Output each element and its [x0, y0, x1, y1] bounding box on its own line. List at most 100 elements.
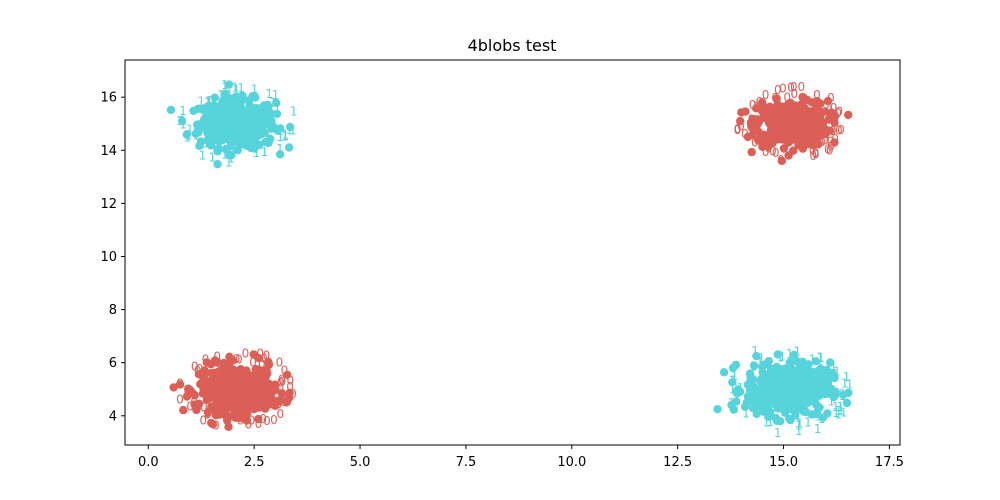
scatter-point-label: 0 [797, 80, 805, 94]
scatter-point [732, 387, 741, 396]
scatter-point-label: 0 [276, 407, 284, 421]
scatter-point [749, 389, 758, 398]
scatter-point-label: 1 [185, 129, 193, 143]
scatter-point [826, 358, 835, 367]
scatter-point-label: 0 [202, 352, 210, 366]
scatter-point [243, 141, 252, 150]
scatter-point [223, 416, 232, 425]
scatter-point-label: 0 [756, 95, 764, 109]
scatter-point [234, 128, 243, 137]
scatter-point [189, 106, 198, 116]
scatter-point [802, 137, 811, 146]
scatter-point-label: 0 [825, 103, 833, 117]
scatter-point-label: 0 [191, 360, 199, 374]
scatter-point [766, 371, 776, 380]
scatter-point [781, 394, 790, 404]
scatter-point-label: 1 [814, 422, 822, 436]
scatter-point [786, 386, 796, 396]
scatter-point [227, 374, 236, 383]
scatter-point-label: 1 [231, 80, 239, 94]
scatter-point [736, 116, 745, 126]
scatter-point [169, 383, 178, 392]
scatter-point [277, 389, 287, 398]
scatter-point [263, 109, 272, 119]
scatter-point [750, 398, 759, 407]
scatter-point [184, 384, 193, 393]
scatter-point [260, 371, 270, 380]
scatter-point [765, 102, 775, 112]
scatter-point [794, 141, 803, 150]
scatter-point-label: 0 [777, 153, 785, 167]
scatter-point [759, 380, 768, 390]
scatter-point [789, 121, 798, 130]
scatter-point [250, 123, 259, 133]
scatter-point [811, 357, 821, 366]
scatter-point-label: 0 [826, 143, 834, 157]
scatter-point-label: 0 [831, 132, 839, 146]
scatter-point-label: 0 [256, 346, 264, 360]
scatter-point-label: 1 [276, 130, 284, 144]
scatter-point-label: 0 [276, 355, 284, 369]
scatter-point-label: 0 [790, 87, 798, 101]
scatter-point-label: 1 [199, 148, 207, 162]
scatter-point [766, 125, 776, 134]
scatter-point-label: 0 [779, 82, 787, 96]
scatter-point [765, 119, 774, 128]
scatter-point [268, 123, 277, 132]
scatter-point-label: 0 [184, 386, 192, 400]
scatter-point-label: 1 [839, 389, 847, 403]
scatter-point [818, 119, 827, 128]
scatter-point-label: 0 [284, 391, 292, 405]
scatter-point-label: 1 [192, 129, 200, 143]
scatter-point [251, 93, 260, 102]
scatter-point-label: 1 [793, 344, 801, 358]
x-tick-label: 2.5 [244, 455, 265, 470]
scatter-point [224, 133, 233, 142]
scatter-point-label: 0 [734, 123, 742, 137]
scatter-point-label: 1 [276, 142, 284, 156]
scatter-point-label: 1 [204, 96, 212, 110]
scatter-point-label: 1 [767, 415, 775, 429]
x-tick-label: 10.0 [557, 455, 586, 470]
scatter-point [210, 125, 219, 135]
scatter-point-label: 0 [282, 395, 290, 409]
scatter-point-label: 1 [846, 378, 854, 392]
scatter-point [199, 371, 208, 380]
scatter-point [786, 415, 795, 425]
scatter-point [812, 408, 822, 417]
scatter-point-label: 0 [769, 144, 777, 158]
scatter-point-label: 1 [226, 87, 234, 101]
scatter-point [215, 137, 224, 146]
scatter-point [261, 137, 270, 147]
scatter-point [823, 96, 833, 106]
scatter-point [749, 361, 759, 370]
scatter-point [729, 405, 738, 414]
scatter-point [768, 390, 777, 399]
scatter-point [771, 383, 781, 392]
scatter-point [208, 392, 217, 402]
scatter-point-label: 1 [839, 387, 847, 401]
scatter-point-label: 1 [289, 124, 297, 138]
scatter-point [206, 141, 216, 150]
scatter-point-label: 0 [275, 398, 283, 412]
scatter-point [773, 376, 782, 385]
scatter-point [746, 373, 755, 382]
scatter-point-label: 0 [186, 400, 194, 414]
scatter-point [260, 101, 269, 110]
scatter-point-label: 1 [179, 117, 187, 131]
scatter-point-label: 1 [229, 145, 237, 159]
scatter-point-label: 0 [233, 352, 241, 366]
scatter-point [232, 413, 242, 422]
scatter-point [830, 138, 839, 147]
scatter-point-label: 0 [278, 373, 286, 387]
scatter-point-label: 1 [205, 95, 213, 109]
scatter-point [264, 357, 273, 366]
scatter-point-label: 0 [204, 407, 212, 421]
scatter-point-label: 1 [827, 395, 835, 409]
scatter-point [768, 108, 777, 118]
scatter-point-label: 1 [795, 418, 803, 432]
scatter-point [731, 360, 741, 370]
scatter-point [218, 98, 227, 107]
